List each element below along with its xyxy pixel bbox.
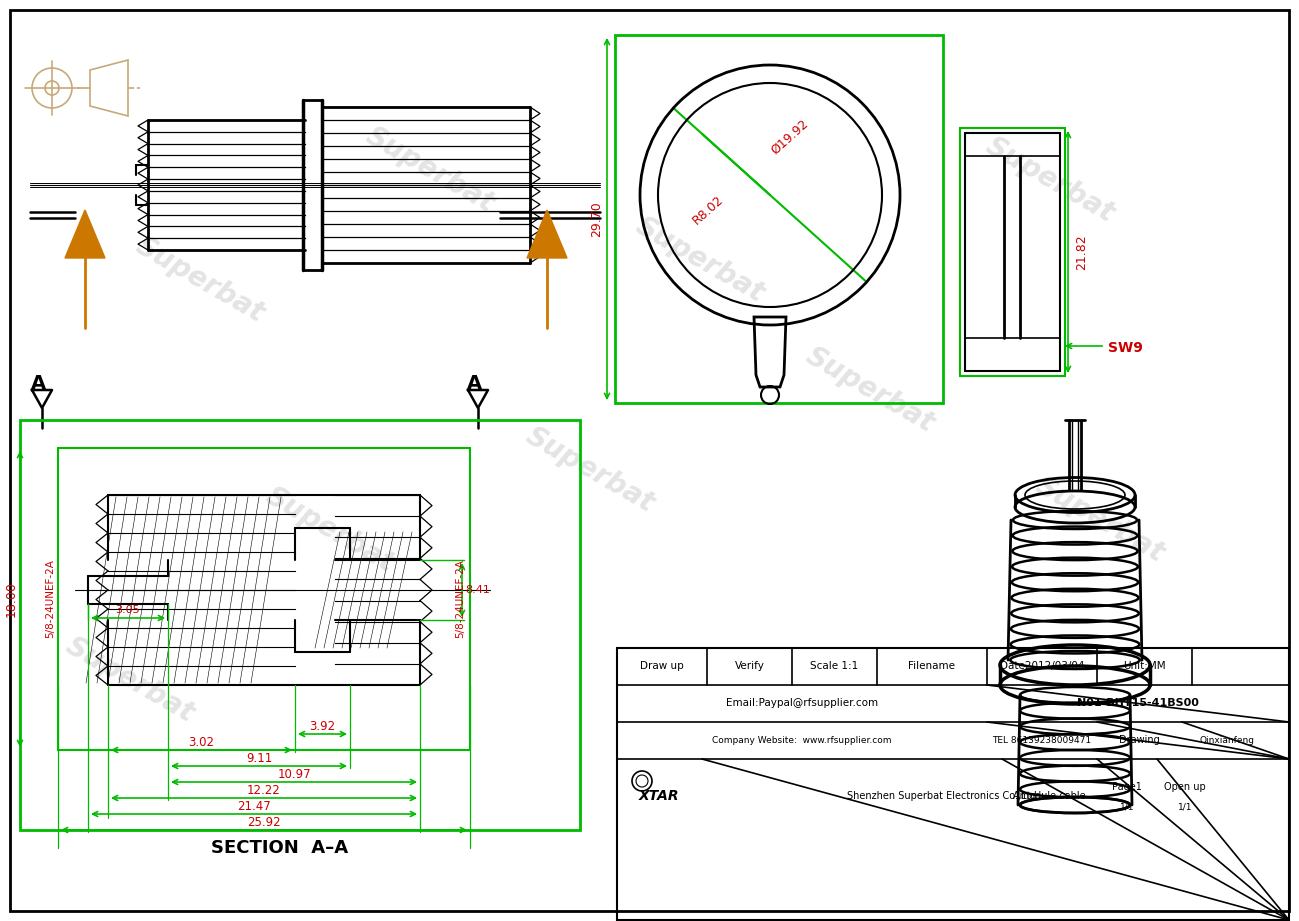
Bar <box>58 448 470 750</box>
Text: Drawing: Drawing <box>1118 735 1160 745</box>
Text: Qinxianfeng: Qinxianfeng <box>1199 736 1255 744</box>
Text: 29.70: 29.70 <box>591 201 604 237</box>
Text: Ø19.92: Ø19.92 <box>769 117 811 157</box>
Text: 3.05: 3.05 <box>116 605 140 615</box>
Text: Shenzhen Superbat Electronics Co.,Ltd: Shenzhen Superbat Electronics Co.,Ltd <box>847 791 1037 801</box>
Text: 12.22: 12.22 <box>247 784 281 797</box>
Text: TEL 86139238009471: TEL 86139238009471 <box>992 736 1091 744</box>
Text: Scale 1:1: Scale 1:1 <box>811 661 859 671</box>
Bar <box>19 420 579 830</box>
Text: Superbat: Superbat <box>61 632 199 729</box>
Text: 10.97: 10.97 <box>277 767 310 780</box>
Text: Company Website:  www.rfsupplier.com: Company Website: www.rfsupplier.com <box>712 736 891 744</box>
Text: 5/8-24UNEF-2A: 5/8-24UNEF-2A <box>45 560 55 638</box>
Text: R8.02: R8.02 <box>690 192 726 227</box>
Text: Amodule cable: Amodule cable <box>1013 791 1085 801</box>
Text: Draw up: Draw up <box>640 661 683 671</box>
Text: Email:Paypal@rfsupplier.com: Email:Paypal@rfsupplier.com <box>726 698 878 708</box>
Bar <box>965 133 1060 371</box>
Text: XTAR: XTAR <box>639 789 679 803</box>
Text: 1/1: 1/1 <box>1120 802 1134 811</box>
Text: Superbat: Superbat <box>1030 472 1169 568</box>
Text: SECTION  A–A: SECTION A–A <box>212 839 348 857</box>
Text: Superbat: Superbat <box>981 132 1120 228</box>
Text: 3.02: 3.02 <box>188 736 214 749</box>
Text: Superbat: Superbat <box>361 122 499 218</box>
Text: Unit:MM: Unit:MM <box>1124 661 1165 671</box>
Text: 21.82: 21.82 <box>1076 234 1089 270</box>
Text: 1/1: 1/1 <box>1178 802 1192 811</box>
Text: Superbat: Superbat <box>800 342 939 438</box>
Text: 8.41: 8.41 <box>465 585 491 595</box>
Text: Superbat: Superbat <box>521 422 660 519</box>
Bar <box>617 648 1289 920</box>
Bar <box>614 35 943 403</box>
Text: 21.47: 21.47 <box>238 799 271 812</box>
Text: A: A <box>30 374 45 392</box>
Text: Page1: Page1 <box>1112 782 1142 792</box>
Text: Verify: Verify <box>734 661 764 671</box>
Polygon shape <box>527 210 566 258</box>
Text: Superbat: Superbat <box>131 232 269 328</box>
Text: N01-BHT15-41BS00: N01-BHT15-41BS00 <box>1077 698 1199 708</box>
Text: 3.92: 3.92 <box>309 719 335 732</box>
Text: 9.11: 9.11 <box>246 752 271 764</box>
Text: Filename: Filename <box>908 661 956 671</box>
Text: Date2012/03/04: Date2012/03/04 <box>1000 661 1085 671</box>
Text: 5/8-24UNEF-2A: 5/8-24UNEF-2A <box>455 560 465 638</box>
Text: A: A <box>466 374 482 392</box>
Text: 18.00: 18.00 <box>4 581 17 617</box>
Text: SW9: SW9 <box>1108 341 1142 355</box>
Polygon shape <box>65 210 105 258</box>
Text: Superbat: Superbat <box>261 482 399 578</box>
Text: 25.92: 25.92 <box>247 815 281 829</box>
Text: Superbat: Superbat <box>630 212 769 309</box>
Text: Open up: Open up <box>1164 782 1205 792</box>
Bar <box>960 128 1065 376</box>
